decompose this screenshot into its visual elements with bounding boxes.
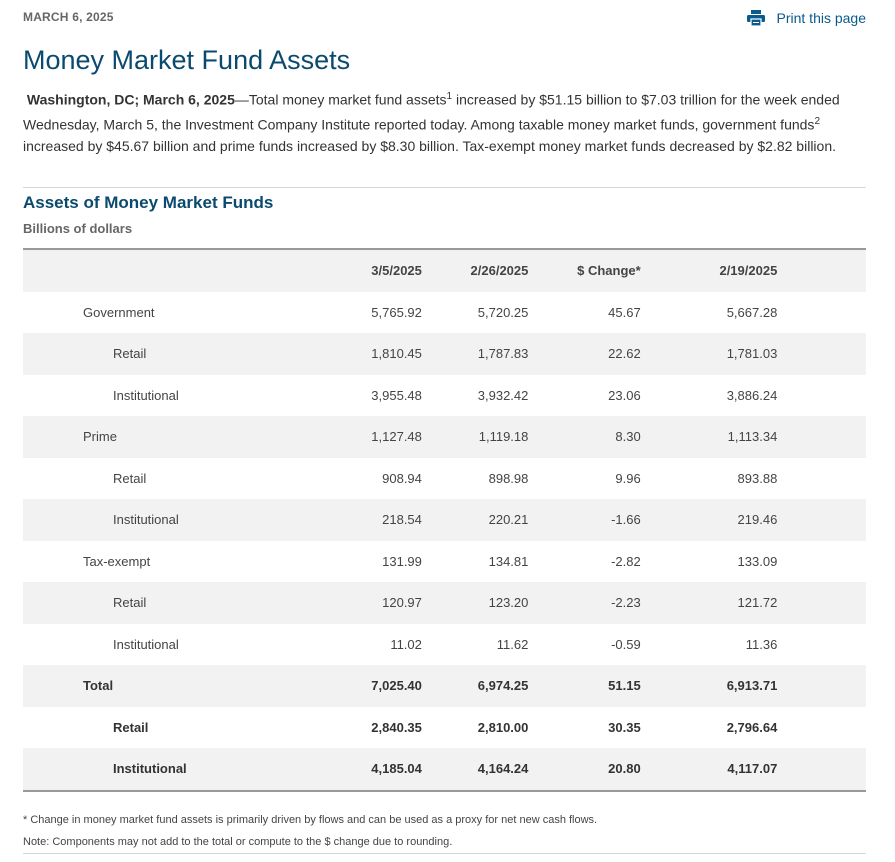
cell-value: 218.54 bbox=[317, 499, 422, 541]
cell-value: 1,781.03 bbox=[640, 333, 778, 375]
row-label: Institutional bbox=[23, 748, 318, 791]
row-label: Government bbox=[23, 291, 318, 333]
table-title: Assets of Money Market Funds bbox=[23, 193, 274, 212]
cell-value: 5,720.25 bbox=[421, 291, 529, 333]
cell-value: 7,025.40 bbox=[317, 665, 422, 707]
cell-value: 4,117.07 bbox=[640, 748, 778, 791]
cell-value: 121.72 bbox=[640, 582, 778, 624]
release-date: MARCH 6, 2025 bbox=[23, 10, 114, 24]
cell-value: 11.02 bbox=[317, 623, 422, 665]
cell-value: 6,974.25 bbox=[421, 665, 529, 707]
cell-value: -0.59 bbox=[528, 623, 641, 665]
cell-value: 5,667.28 bbox=[640, 291, 778, 333]
cell-value: 133.09 bbox=[640, 540, 778, 582]
cell-value: 1,810.45 bbox=[317, 333, 422, 375]
cell-value: -2.82 bbox=[528, 540, 641, 582]
cell-value: 2,810.00 bbox=[421, 706, 529, 748]
col-header-label bbox=[23, 249, 318, 292]
cell-value: 219.46 bbox=[640, 499, 778, 541]
table-row: Retail 120.97 123.20 -2.23 121.72 bbox=[23, 582, 866, 624]
print-label[interactable]: Print this page bbox=[776, 10, 867, 26]
table-row: Institutional 3,955.48 3,932.42 23.06 3,… bbox=[23, 374, 866, 416]
row-label: Institutional bbox=[23, 623, 318, 665]
table-row: Tax-exempt 131.99 134.81 -2.82 133.09 bbox=[23, 540, 866, 582]
cell-value: 51.15 bbox=[528, 665, 641, 707]
col-header-date-3: 2/19/2025 bbox=[640, 249, 778, 292]
cell-value: 22.62 bbox=[528, 333, 641, 375]
cell-value: 220.21 bbox=[421, 499, 529, 541]
page-title: Money Market Fund Assets bbox=[23, 45, 351, 75]
cell-value: -1.66 bbox=[528, 499, 641, 541]
cell-value: 3,886.24 bbox=[640, 374, 778, 416]
table-row: Retail 908.94 898.98 9.96 893.88 bbox=[23, 457, 866, 499]
intro-text-2: increased by $51.15 billion to $7.03 tri… bbox=[23, 91, 840, 133]
row-label: Prime bbox=[23, 416, 318, 458]
assets-table: 3/5/2025 2/26/2025 $ Change* 2/19/2025 G… bbox=[23, 248, 866, 792]
cell-value: 4,164.24 bbox=[421, 748, 529, 791]
divider bbox=[23, 853, 866, 854]
table-row: Retail 1,810.45 1,787.83 22.62 1,781.03 bbox=[23, 333, 866, 375]
cell-value: 1,113.34 bbox=[640, 416, 778, 458]
table-notes: * Change in money market fund assets is … bbox=[23, 809, 597, 853]
intro-text-1: —Total money market fund assets bbox=[234, 91, 447, 108]
cell-value: 134.81 bbox=[421, 540, 529, 582]
cell-value: 908.94 bbox=[317, 457, 422, 499]
col-header-date-1: 3/5/2025 bbox=[317, 249, 422, 292]
row-label: Institutional bbox=[23, 374, 318, 416]
table-row-total: Retail 2,840.35 2,810.00 30.35 2,796.64 bbox=[23, 706, 866, 748]
cell-value: 1,787.83 bbox=[421, 333, 529, 375]
table-header-row: 3/5/2025 2/26/2025 $ Change* 2/19/2025 bbox=[23, 249, 866, 292]
cell-value: 23.06 bbox=[528, 374, 641, 416]
cell-value: -2.23 bbox=[528, 582, 641, 624]
row-label: Tax-exempt bbox=[23, 540, 318, 582]
divider bbox=[23, 187, 866, 188]
table-row: Prime 1,127.48 1,119.18 8.30 1,113.34 bbox=[23, 416, 866, 458]
cell-value: 11.62 bbox=[421, 623, 529, 665]
row-label: Retail bbox=[23, 457, 318, 499]
col-header-date-2: 2/26/2025 bbox=[421, 249, 529, 292]
cell-value: 3,955.48 bbox=[317, 374, 422, 416]
cell-value: 20.80 bbox=[528, 748, 641, 791]
table-row-total: Institutional 4,185.04 4,164.24 20.80 4,… bbox=[23, 748, 866, 791]
footnote-change: * Change in money market fund assets is … bbox=[23, 814, 598, 826]
row-label: Retail bbox=[23, 333, 318, 375]
cell-value: 1,119.18 bbox=[421, 416, 529, 458]
row-label: Retail bbox=[23, 706, 318, 748]
cell-value: 123.20 bbox=[421, 582, 529, 624]
col-header-change: $ Change* bbox=[528, 249, 641, 292]
cell-value: 11.36 bbox=[640, 623, 778, 665]
print-page-link[interactable]: Print this page bbox=[746, 10, 867, 26]
row-label: Retail bbox=[23, 582, 318, 624]
row-label: Institutional bbox=[23, 499, 318, 541]
cell-value: 2,796.64 bbox=[640, 706, 778, 748]
cell-value: 898.98 bbox=[421, 457, 529, 499]
cell-value: 5,765.92 bbox=[317, 291, 422, 333]
table-row-total: Total 7,025.40 6,974.25 51.15 6,913.71 bbox=[23, 665, 866, 707]
cell-value: 1,127.48 bbox=[317, 416, 422, 458]
dateline: Washington, DC; March 6, 2025 bbox=[26, 91, 235, 108]
cell-value: 4,185.04 bbox=[317, 748, 422, 791]
table-units: Billions of dollars bbox=[23, 221, 133, 236]
footnote-1: 1 bbox=[446, 91, 453, 102]
cell-value: 9.96 bbox=[528, 457, 641, 499]
intro-paragraph: Washington, DC; March 6, 2025—Total mone… bbox=[23, 86, 866, 158]
cell-value: 8.30 bbox=[528, 416, 641, 458]
cell-value: 3,932.42 bbox=[421, 374, 529, 416]
cell-value: 120.97 bbox=[317, 582, 422, 624]
footnote-rounding: Note: Components may not add to the tota… bbox=[23, 836, 453, 848]
printer-icon bbox=[746, 10, 765, 26]
intro-text-3: increased by $45.67 billion and prime fu… bbox=[23, 138, 836, 155]
cell-value: 131.99 bbox=[317, 540, 422, 582]
cell-value: 45.67 bbox=[528, 291, 641, 333]
table-row: Institutional 218.54 220.21 -1.66 219.46 bbox=[23, 499, 866, 541]
cell-value: 893.88 bbox=[640, 457, 778, 499]
table-row: Government 5,765.92 5,720.25 45.67 5,667… bbox=[23, 291, 866, 333]
row-label: Total bbox=[23, 665, 318, 707]
cell-value: 6,913.71 bbox=[640, 665, 778, 707]
footnote-2: 2 bbox=[814, 116, 820, 128]
table-row: Institutional 11.02 11.62 -0.59 11.36 bbox=[23, 623, 866, 665]
cell-value: 2,840.35 bbox=[317, 706, 422, 748]
cell-value: 30.35 bbox=[528, 706, 641, 748]
